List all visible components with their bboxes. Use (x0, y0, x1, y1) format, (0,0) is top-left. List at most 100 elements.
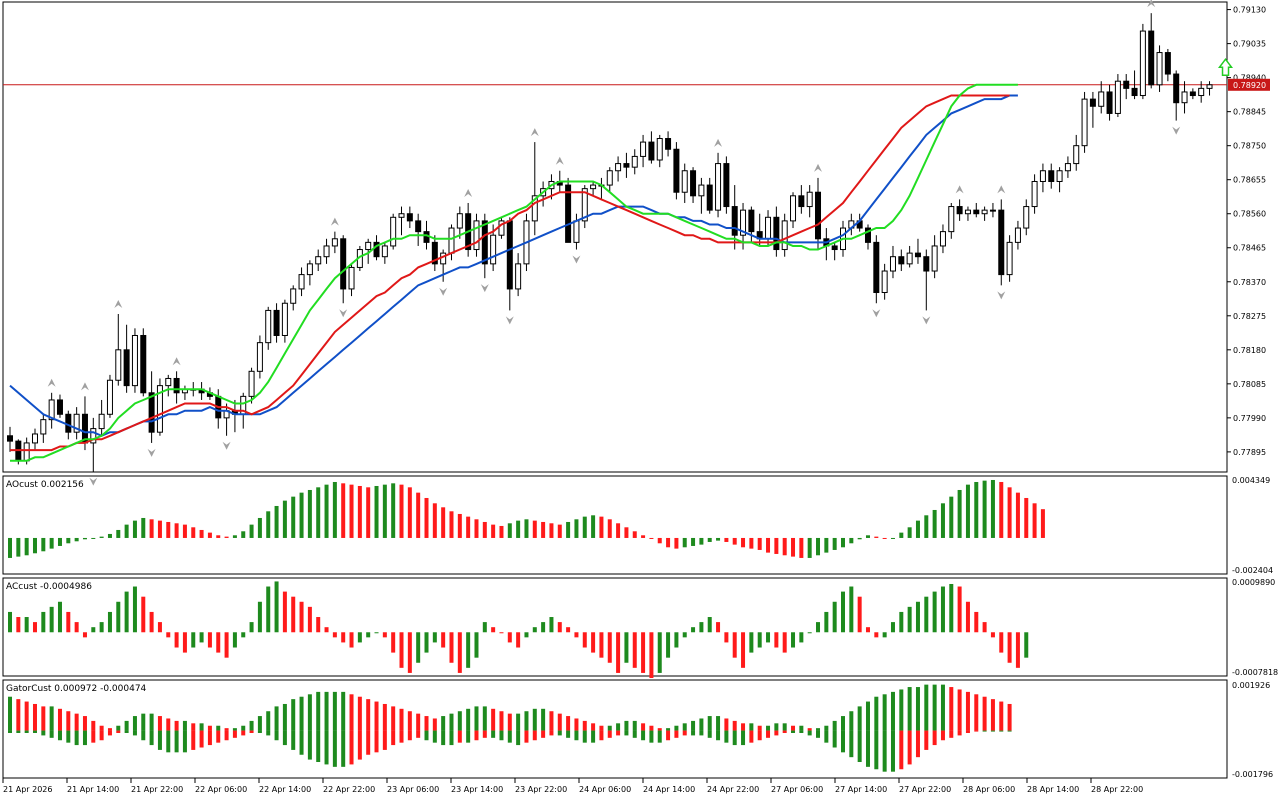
histogram-bar (990, 479, 995, 538)
candle-body (723, 163, 730, 208)
candle-body (889, 256, 896, 272)
histogram-bar (466, 632, 471, 668)
histogram-bar (541, 708, 546, 731)
histogram-bar (566, 716, 571, 731)
candle-body (323, 245, 330, 258)
histogram-bar (524, 519, 529, 538)
histogram-bar (124, 720, 129, 731)
time-tick-label: 24 Apr 06:00 (579, 785, 631, 794)
histogram-bar (957, 689, 962, 731)
gator-panel-label: GatorCust 0.000972 -0.000474 (6, 684, 147, 694)
histogram-bar (899, 532, 904, 538)
histogram-bar (499, 730, 504, 741)
histogram-bar (741, 632, 746, 668)
gator-panel[interactable] (2, 679, 1228, 779)
histogram-bar (616, 632, 621, 673)
histogram-bar (599, 725, 604, 731)
histogram-bar (591, 723, 596, 731)
histogram-bar (274, 581, 279, 633)
histogram-bar (41, 730, 46, 736)
histogram-bar (557, 622, 562, 633)
ac-axis-max: 0.0009890 (1232, 578, 1275, 587)
histogram-bar (366, 730, 371, 755)
ao-panel[interactable] (2, 475, 1228, 575)
histogram-bar (282, 703, 287, 731)
histogram-bar (557, 713, 562, 731)
histogram-bar (982, 622, 987, 633)
candle-body (665, 138, 672, 150)
histogram-bar (232, 632, 237, 648)
histogram-bar (816, 728, 821, 731)
histogram-bar (965, 691, 970, 731)
histogram-bar (291, 699, 296, 731)
histogram-bar (91, 537, 96, 539)
candle-body (615, 163, 622, 172)
histogram-bar (924, 515, 929, 538)
histogram-bar (82, 537, 87, 540)
candle-body (1173, 73, 1180, 104)
time-tick-label: 27 Apr 14:00 (835, 785, 887, 794)
price-tick-label: 0.77895 (1233, 448, 1266, 457)
histogram-bar (940, 586, 945, 633)
histogram-bar (857, 596, 862, 633)
histogram-bar (674, 730, 679, 738)
candle-body (690, 170, 697, 197)
histogram-bar (32, 537, 37, 554)
candle-body (873, 241, 880, 294)
ao-axis-min: -0.002404 (1232, 566, 1273, 575)
histogram-bar (166, 632, 171, 638)
candle-body (1031, 180, 1038, 208)
histogram-bar (982, 696, 987, 731)
histogram-bar (341, 632, 346, 643)
candle-body (340, 238, 347, 290)
candle-body (248, 370, 255, 397)
histogram-bar (107, 611, 112, 633)
histogram-bar (91, 720, 96, 731)
candle-body (981, 209, 988, 215)
histogram-bar (249, 524, 254, 538)
candle-body (815, 191, 822, 240)
histogram-bar (424, 716, 429, 731)
histogram-bar (182, 632, 187, 653)
candle-body (490, 234, 497, 265)
histogram-bar (66, 711, 71, 731)
histogram-bar (432, 718, 437, 731)
candle-body (964, 209, 971, 215)
fractal-down-marker (1172, 126, 1181, 135)
histogram-bar (316, 730, 321, 763)
histogram-bar (582, 632, 587, 648)
histogram-bar (432, 730, 437, 743)
histogram-bar (57, 601, 62, 633)
candle-body (265, 309, 272, 344)
ac-panel[interactable] (2, 577, 1228, 677)
histogram-bar (432, 503, 437, 538)
histogram-bar (407, 711, 412, 731)
histogram-bar (449, 730, 454, 746)
histogram-bar (624, 730, 629, 736)
histogram-bar (757, 632, 762, 648)
time-tick-label: 22 Apr 06:00 (195, 785, 247, 794)
histogram-bar (549, 523, 554, 538)
main-price-panel[interactable] (2, 1, 1228, 473)
histogram-bar (91, 627, 96, 633)
histogram-bar (632, 531, 637, 538)
histogram-bar (732, 632, 737, 658)
candle-body (40, 419, 47, 435)
histogram-bar (591, 515, 596, 538)
histogram-bar (241, 725, 246, 731)
histogram-bar (382, 632, 387, 638)
price-tick-label: 0.78465 (1233, 244, 1266, 253)
histogram-bar (774, 632, 779, 648)
histogram-bar (890, 537, 895, 539)
histogram-bar (524, 730, 529, 743)
histogram-bar (990, 699, 995, 731)
histogram-bar (816, 537, 821, 556)
fractal-down-marker (872, 309, 881, 318)
histogram-bar (757, 725, 762, 731)
histogram-bar (857, 706, 862, 731)
price-axis: 0.79130 0.79035 0.78940 0.78845 0.78750 0.786… (1227, 6, 1266, 457)
price-tick-label: 0.78275 (1233, 312, 1266, 321)
histogram-bar (716, 537, 721, 541)
histogram-bar (8, 730, 12, 733)
